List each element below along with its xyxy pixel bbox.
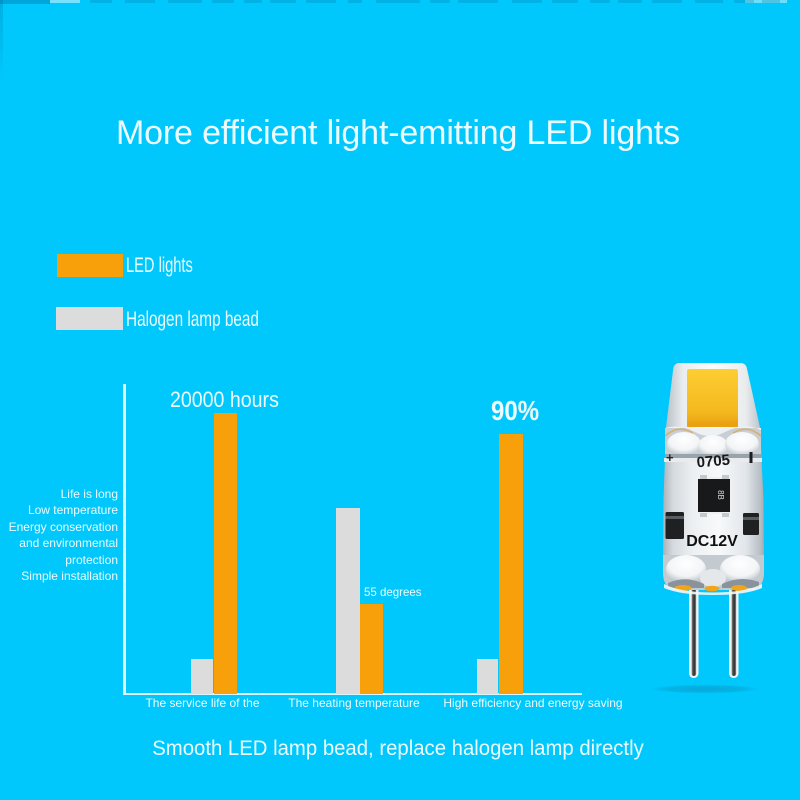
svg-text:0705: 0705 bbox=[696, 452, 731, 472]
svg-text:DC12V: DC12V bbox=[686, 533, 738, 550]
svg-text:8B: 8B bbox=[716, 490, 725, 500]
svg-text:+: + bbox=[666, 450, 674, 465]
